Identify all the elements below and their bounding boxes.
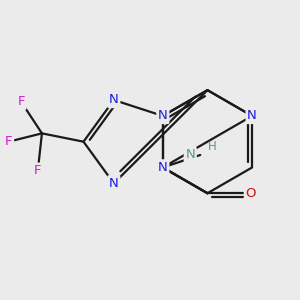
- Text: N: N: [109, 94, 119, 106]
- Text: N: N: [247, 110, 257, 122]
- Text: F: F: [5, 135, 12, 148]
- Text: N: N: [158, 161, 168, 174]
- Text: N: N: [158, 110, 168, 122]
- Text: N: N: [109, 177, 119, 190]
- Text: F: F: [34, 164, 41, 177]
- Text: N: N: [185, 148, 195, 161]
- Text: F: F: [17, 95, 25, 108]
- Text: O: O: [245, 187, 256, 200]
- Text: H: H: [208, 140, 217, 153]
